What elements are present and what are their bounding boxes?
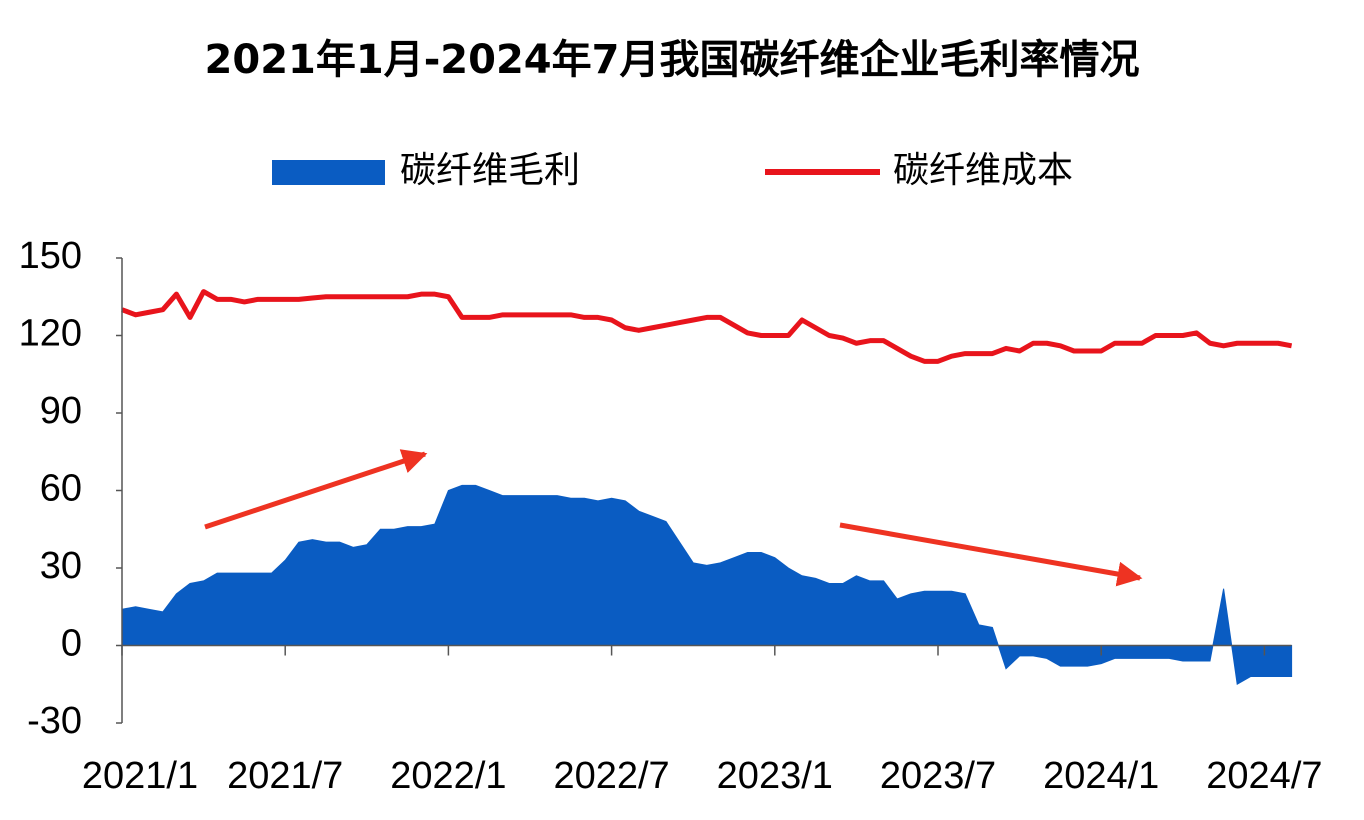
y-tick-label: 150 <box>19 235 82 277</box>
y-tick-label: 0 <box>61 623 82 665</box>
x-tick-label: 2022/7 <box>553 755 669 797</box>
x-tick-label: 2023/7 <box>880 755 996 797</box>
trend-arrow <box>839 522 1143 587</box>
y-tick-label: -30 <box>27 700 82 742</box>
arrows <box>204 449 1143 587</box>
y-tick-label: 90 <box>40 390 82 432</box>
area <box>121 484 1293 686</box>
x-tick-label: 2023/1 <box>717 755 833 797</box>
x-tick-label: 2024/1 <box>1043 755 1159 797</box>
legend-swatch <box>272 160 385 185</box>
y-tick-label: 120 <box>19 313 82 355</box>
trend-arrow <box>204 449 428 530</box>
y-tick-label: 60 <box>40 468 82 510</box>
x-tick-label: 2021/7 <box>227 755 343 797</box>
x-tick-label: 2022/1 <box>390 755 506 797</box>
y-tick-label: 30 <box>40 545 82 587</box>
chart-title: 2021年1月-2024年7月我国碳纤维企业毛利率情况 <box>205 37 1140 83</box>
legend-label: 碳纤维毛利 <box>400 150 580 191</box>
x-tick-label: 2021/1 <box>82 755 198 797</box>
x-tick-label: 2024/7 <box>1206 755 1322 797</box>
line <box>121 289 1293 364</box>
legend-label: 碳纤维成本 <box>893 150 1073 191</box>
